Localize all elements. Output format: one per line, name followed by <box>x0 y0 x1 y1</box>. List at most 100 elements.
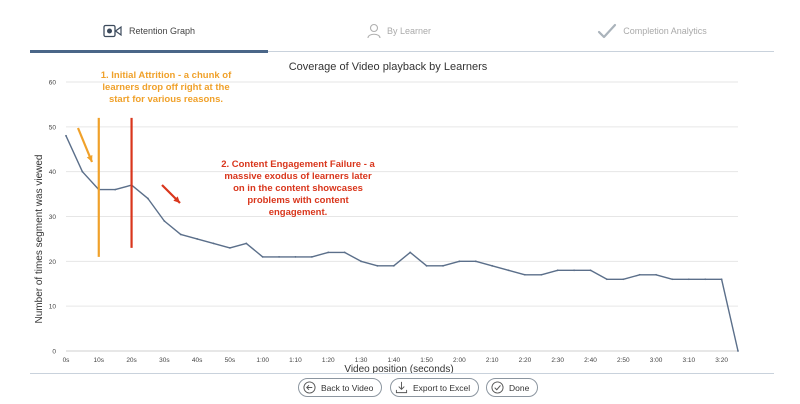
x-tick-label: 2:20 <box>519 357 532 364</box>
tab-bar: Retention Graph By Learner Completion An… <box>30 0 774 56</box>
data-point <box>425 264 428 267</box>
annotation-line: learners drop off right at the <box>102 82 229 93</box>
active-tab-indicator <box>30 50 268 53</box>
data-point <box>556 269 559 272</box>
y-tick-label: 60 <box>49 80 57 87</box>
data-point <box>458 260 461 263</box>
export-to-excel-button[interactable]: Export to Excel <box>390 378 480 397</box>
arrow-head <box>173 196 180 203</box>
data-point <box>409 251 412 254</box>
x-tick-label: 1:00 <box>256 357 269 364</box>
data-point <box>589 269 592 272</box>
chart-title: Coverage of Video playback by Learners <box>289 61 488 73</box>
button-label: Done <box>509 382 530 393</box>
data-point <box>179 233 182 236</box>
data-point <box>704 278 707 281</box>
button-label: Back to Video <box>321 382 374 393</box>
data-point <box>196 238 199 240</box>
data-point <box>163 220 166 222</box>
tab-retention-graph[interactable]: Retention Graph <box>30 18 268 44</box>
data-point <box>245 242 248 245</box>
annotation-line: 1. Initial Attrition - a chunk of <box>101 70 232 81</box>
footer-divider <box>30 373 774 374</box>
data-point <box>573 269 575 272</box>
x-tick-label: 1:10 <box>289 357 302 364</box>
tab-divider <box>30 51 774 52</box>
checkmark-circle-icon <box>491 381 504 394</box>
data-point <box>622 278 625 281</box>
x-tick-label: 2:10 <box>486 357 499 364</box>
data-point <box>327 251 330 254</box>
data-point <box>605 278 608 281</box>
arrow-icon <box>161 184 181 204</box>
x-tick-label: 3:00 <box>650 357 663 364</box>
x-axis-label: Video position (seconds) <box>344 364 453 375</box>
x-tick-label: 2:50 <box>617 357 630 364</box>
x-tick-label: 50s <box>225 357 236 364</box>
data-point <box>261 255 264 258</box>
y-tick-label: 20 <box>49 259 57 266</box>
x-tick-label: 1:50 <box>420 357 433 364</box>
x-tick-label: 20s <box>126 357 137 364</box>
x-tick-label: 40s <box>192 357 203 364</box>
data-point <box>65 134 67 137</box>
tab-by-learner[interactable]: By Learner <box>280 18 518 44</box>
download-icon <box>395 381 408 394</box>
tab-label: Completion Analytics <box>623 26 707 36</box>
x-tick-label: 2:40 <box>584 357 597 364</box>
video-camera-icon <box>103 24 122 38</box>
tab-completion-analytics[interactable]: Completion Analytics <box>530 18 774 44</box>
x-tick-label: 1:30 <box>355 357 368 364</box>
data-point <box>360 260 362 263</box>
annotation-engagement-failure: 2. Content Engagement Failure - a massive… <box>221 159 375 218</box>
data-point <box>310 255 313 258</box>
data-point <box>524 273 526 276</box>
y-tick-label: 0 <box>52 349 56 356</box>
x-tick-label: 10s <box>94 357 105 364</box>
retention-series-line <box>65 135 739 352</box>
back-arrow-circle-icon <box>303 381 316 394</box>
y-axis-label: Number of times segment was viewed <box>34 155 45 324</box>
x-tick-label: 2:30 <box>551 357 564 364</box>
annotation-line: 2. Content Engagement Failure - a <box>221 159 375 170</box>
x-tick-label: 0s <box>63 357 71 364</box>
data-point <box>720 278 723 281</box>
data-point <box>687 278 690 281</box>
y-tick-label: 30 <box>49 214 57 221</box>
data-point <box>474 260 477 263</box>
data-point <box>376 264 379 267</box>
data-point <box>655 273 657 276</box>
data-point <box>294 255 297 258</box>
x-tick-label: 1:40 <box>387 357 400 364</box>
data-point <box>737 350 739 352</box>
button-label: Export to Excel <box>413 382 471 393</box>
data-point <box>212 242 215 245</box>
arrow-head <box>86 155 93 162</box>
data-point <box>278 255 280 258</box>
annotation-line: start for various reasons. <box>109 94 223 105</box>
data-point <box>540 273 543 276</box>
data-point <box>638 273 641 276</box>
person-icon <box>367 23 381 39</box>
annotation-line: massive exodus of learners later <box>224 171 372 182</box>
y-tick-label: 40 <box>49 169 57 176</box>
annotation-line: on in the content showcases <box>233 183 363 194</box>
x-tick-label: 2:00 <box>453 357 466 364</box>
data-point <box>507 269 510 272</box>
data-point <box>343 251 346 254</box>
tab-label: Retention Graph <box>128 26 196 36</box>
done-button[interactable]: Done <box>486 378 539 397</box>
x-tick-label: 3:10 <box>683 357 696 364</box>
data-point <box>147 197 149 200</box>
arrow-icon <box>76 127 94 163</box>
data-point <box>392 264 395 267</box>
tab-label: By Learner <box>386 26 432 36</box>
back-to-video-button[interactable]: Back to Video <box>298 378 383 397</box>
data-point <box>229 246 231 249</box>
data-point <box>442 264 444 267</box>
retention-line-chart: Coverage of Video playback by Learners N… <box>34 61 739 375</box>
annotation-initial-attrition: 1. Initial Attrition - a chunk of learner… <box>101 70 232 105</box>
y-tick-label: 50 <box>49 124 57 131</box>
chart-area: Coverage of Video playback by Learners N… <box>0 56 800 376</box>
checkmark-icon <box>598 23 617 39</box>
